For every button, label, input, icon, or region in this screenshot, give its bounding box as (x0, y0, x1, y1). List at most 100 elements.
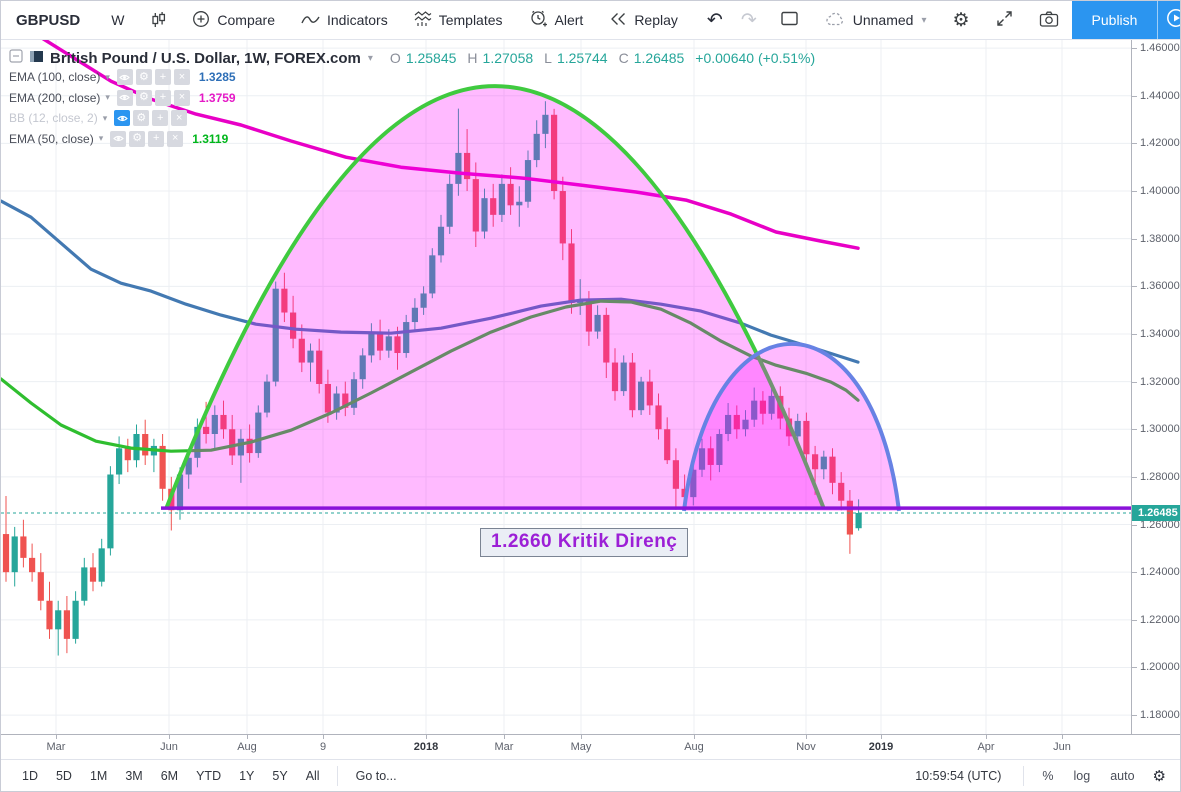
alert-button[interactable]: Alert (516, 1, 597, 39)
indicator-label[interactable]: EMA (100, close) (9, 70, 101, 85)
candle-body (490, 198, 497, 215)
publish-label: Publish (1091, 12, 1138, 28)
gear-icon[interactable]: ⚙ (129, 130, 146, 147)
goto-button[interactable]: Go to... (355, 769, 397, 783)
range-button-5d[interactable]: 5D (55, 769, 72, 783)
layout-name-button[interactable]: Unnamed ▾ (812, 1, 940, 39)
chevron-down-icon[interactable]: ▾ (98, 133, 104, 144)
symbol-legend-row[interactable]: British Pound / U.S. Dollar, 1W, FOREX.c… (9, 49, 815, 67)
eye-icon[interactable] (116, 89, 133, 106)
close-icon[interactable]: × (171, 110, 188, 127)
time-tick (694, 735, 695, 739)
fullscreen-button[interactable] (983, 1, 1026, 39)
candle-body (159, 445, 166, 489)
indicator-row[interactable]: EMA (200, close) ▾ ⚙ + × 1.3759 (9, 88, 815, 109)
big-dome-curve (164, 84, 826, 510)
candle-body (55, 610, 62, 630)
chevron-down-icon[interactable]: ▾ (367, 52, 373, 64)
candle-body (46, 600, 53, 630)
price-tick-label: 1.28000 (1140, 470, 1180, 483)
price-tick-label: 1.18000 (1140, 709, 1180, 722)
chevron-down-icon[interactable]: ▾ (105, 71, 110, 82)
compare-button[interactable]: Compare (179, 1, 288, 39)
candle-body (838, 482, 845, 501)
indicators-button[interactable]: Indicators (288, 1, 401, 39)
symbol-title[interactable]: British Pound / U.S. Dollar, 1W, FOREX.c… (50, 49, 361, 67)
templates-button[interactable]: Templates (401, 1, 516, 39)
symbol-button[interactable]: GBPUSD (1, 1, 98, 39)
eye-icon[interactable] (114, 110, 131, 127)
price-tick-label: 1.24000 (1140, 566, 1180, 579)
chevron-down-icon[interactable]: ▾ (102, 112, 108, 123)
candle-body (89, 567, 97, 582)
price-axis[interactable]: 1.26485 1.46000 1.44000 1.42000 1.40000 1.38… (1131, 40, 1180, 734)
gear-icon[interactable]: ⚙ (133, 110, 150, 127)
indicator-legend-rows: EMA (100, close) ▾ ⚙ + × 1.3285 EMA (200, clos… (9, 67, 815, 149)
high-letter: H (467, 50, 478, 66)
candle-body (142, 434, 149, 456)
candle-body (437, 226, 445, 256)
range-button-all[interactable]: All (305, 769, 320, 783)
close-icon[interactable]: × (173, 89, 190, 106)
gear-icon[interactable]: ⚙ (135, 89, 152, 106)
chart-settings-button[interactable]: ⚙ (939, 1, 982, 39)
candle-body (794, 420, 801, 437)
indicator-row[interactable]: EMA (100, close) ▾ ⚙ + × 1.3285 (9, 67, 815, 88)
candle-body (698, 448, 706, 470)
price-tick (1132, 333, 1137, 335)
indicator-row[interactable]: BB (12, close, 2) ▾ ⚙ + × (9, 108, 815, 129)
gear-icon[interactable]: ⚙ (135, 69, 152, 86)
eye-icon[interactable] (110, 130, 127, 147)
indicator-label[interactable]: BB (12, close, 2) (9, 111, 98, 126)
clock-utc[interactable]: 10:59:54 (UTC) (915, 769, 1002, 783)
plus-icon[interactable]: + (154, 69, 171, 86)
candle-body (316, 350, 323, 384)
plus-icon[interactable]: + (148, 130, 165, 147)
chart-pane[interactable]: British Pound / U.S. Dollar, 1W, FOREX.c… (1, 40, 1131, 734)
range-button-3m[interactable]: 3M (125, 769, 143, 783)
snapshot-button[interactable] (1026, 1, 1072, 39)
replay-button[interactable]: Replay (596, 1, 691, 39)
resistance-note-label[interactable]: 1.2660 Kritik Direnç (480, 528, 689, 557)
range-button-1y[interactable]: 1Y (239, 769, 255, 783)
plus-icon[interactable]: + (154, 89, 171, 106)
price-tick-label: 1.20000 (1140, 661, 1180, 674)
axis-settings-gear-icon[interactable]: ⚙ (1152, 768, 1166, 785)
auto-scale-button[interactable]: auto (1110, 769, 1135, 783)
price-tick (1132, 429, 1137, 431)
range-button-6m[interactable]: 6M (160, 769, 179, 783)
indicator-label[interactable]: EMA (200, close) (9, 90, 101, 105)
chart-style-button[interactable] (137, 1, 179, 39)
percent-scale-button[interactable]: % (1042, 769, 1054, 783)
time-axis[interactable]: Mar Jun Aug 9 2018 Mar May Aug Nov 2019 Apr Jun (1, 734, 1180, 759)
publish-button[interactable]: Publish (1071, 1, 1158, 39)
chevron-down-icon[interactable]: ▾ (105, 92, 110, 103)
close-icon[interactable]: × (173, 69, 190, 86)
candle-body (20, 536, 27, 558)
time-tick (323, 735, 324, 739)
bottom-separator (1023, 766, 1025, 786)
layout-button[interactable] (767, 1, 812, 39)
price-tick-label: 1.32000 (1140, 375, 1180, 388)
bottom-right-group: 10:59:54 (UTC) % log auto ⚙ (915, 766, 1180, 786)
open-value: 1.25845 (405, 50, 457, 66)
range-button-ytd[interactable]: YTD (196, 769, 222, 783)
range-button-1m[interactable]: 1M (89, 769, 108, 783)
undo-button[interactable]: ↶ (706, 9, 723, 31)
indicator-row[interactable]: EMA (50, close) ▾ ⚙ + × 1.3119 (9, 129, 815, 150)
publish-idea-play-button[interactable] (1157, 1, 1180, 39)
candle-body (829, 456, 836, 483)
candle-body (246, 438, 253, 454)
interval-button[interactable]: W (98, 1, 137, 39)
indicator-label[interactable]: EMA (50, close) (9, 131, 94, 146)
plus-icon[interactable]: + (152, 110, 169, 127)
redo-button[interactable]: ↷ (740, 9, 757, 31)
candle-body (185, 457, 192, 475)
log-scale-button[interactable]: log (1073, 769, 1091, 783)
range-button-1d[interactable]: 1D (22, 769, 38, 783)
collapse-legend-icon[interactable] (9, 49, 23, 67)
close-icon[interactable]: × (167, 130, 184, 147)
range-button-5y[interactable]: 5Y (272, 769, 288, 783)
eye-icon[interactable] (116, 69, 133, 86)
candlestick-chart[interactable] (1, 40, 1131, 734)
